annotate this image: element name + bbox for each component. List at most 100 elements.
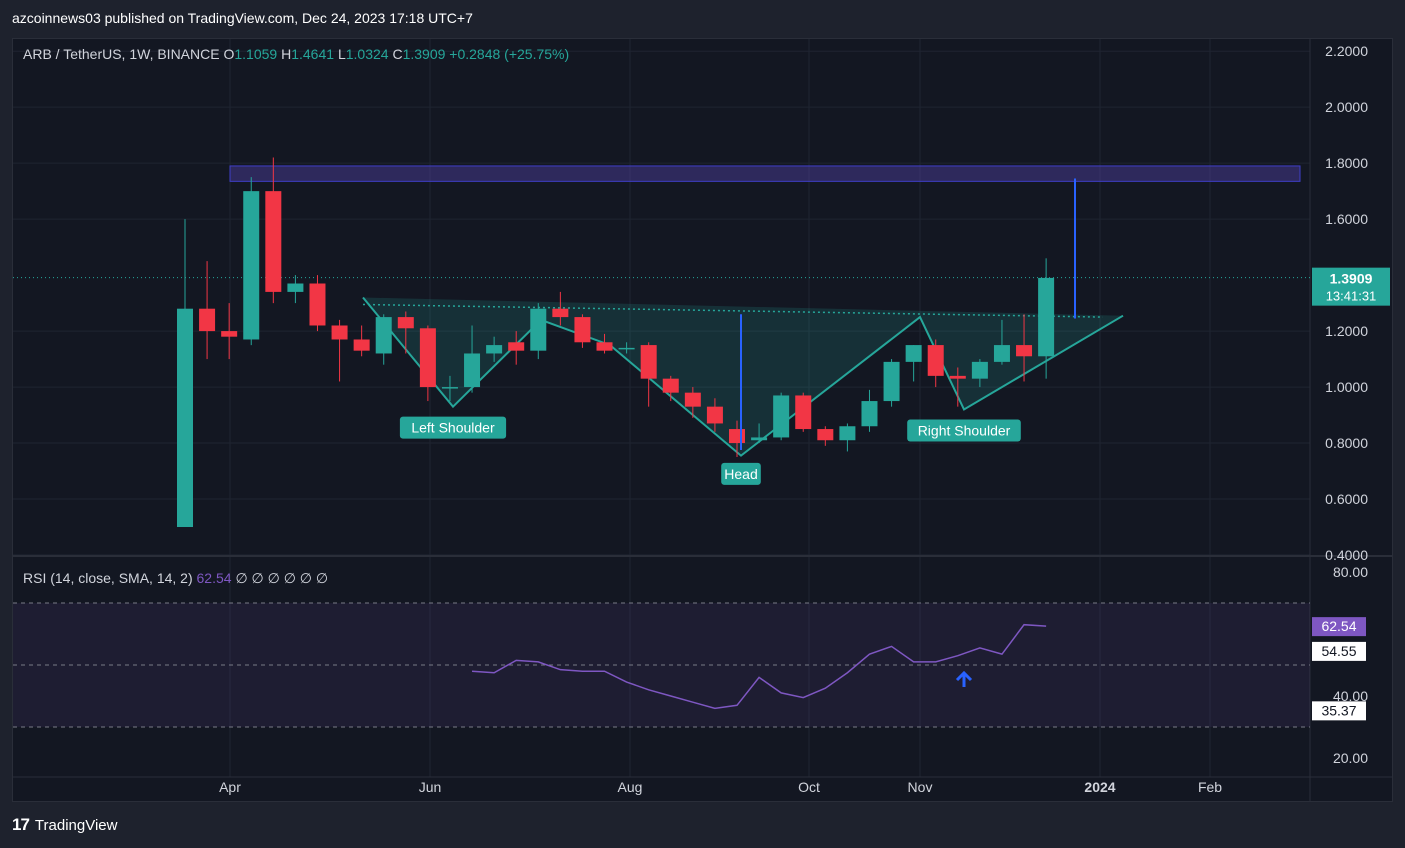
candle-body[interactable] — [287, 283, 304, 292]
rsi-title-part: 62.54 — [197, 570, 236, 586]
candle-body[interactable] — [353, 339, 370, 351]
candle-body[interactable] — [684, 392, 701, 407]
candle-body[interactable] — [927, 345, 944, 376]
price-badge-countdown: 13:41:31 — [1326, 289, 1377, 304]
candle-body[interactable] — [441, 387, 458, 389]
rsi-title-part: RSI (14, close, SMA, 14, 2) — [23, 570, 197, 586]
rsi-badge — [1312, 641, 1366, 661]
time-axis-tick: Jun — [419, 779, 442, 795]
candle-body[interactable] — [795, 395, 812, 430]
rsi-title-part: ∅ ∅ ∅ ∅ ∅ ∅ — [235, 570, 328, 586]
time-axis-tick: Aug — [618, 779, 643, 795]
candle-body[interactable] — [662, 378, 679, 393]
price-axis-tick: 0.4000 — [1325, 547, 1368, 563]
head-shoulders-line[interactable] — [362, 296, 1124, 457]
price-axis-tick: 2.0000 — [1325, 99, 1368, 115]
candle-body[interactable] — [618, 347, 635, 350]
publish-line: azcoinnews03 published on TradingView.co… — [12, 10, 473, 26]
pattern-label-box — [399, 416, 507, 439]
candle-body[interactable] — [375, 317, 392, 354]
candle-body[interactable] — [949, 375, 966, 379]
symbol-line-part: 1.4641 — [291, 46, 338, 62]
time-axis-tick: Apr — [219, 779, 241, 795]
candle-body[interactable] — [817, 429, 834, 441]
rsi-badge-value: 62.54 — [1321, 618, 1356, 634]
candle-body[interactable] — [464, 353, 481, 388]
candle-body[interactable] — [861, 401, 878, 427]
candle-body[interactable] — [883, 361, 900, 402]
candle-body[interactable] — [1038, 277, 1055, 357]
candle-body[interactable] — [905, 345, 922, 362]
rsi-axis-tick: 40.00 — [1333, 688, 1368, 704]
pattern-fill — [363, 297, 1123, 456]
tradingview-logo-icon[interactable]: ⁠17 — [12, 815, 30, 834]
price-axis-tick: 2.2000 — [1325, 43, 1368, 59]
price-axis-tick: 0.6000 — [1325, 491, 1368, 507]
candle-body[interactable] — [552, 308, 569, 318]
rsi-badge — [1312, 617, 1366, 637]
resistance-zone[interactable] — [229, 165, 1301, 182]
candle-body[interactable] — [397, 317, 414, 329]
symbol-line-part: L — [338, 46, 346, 62]
rsi-badge-value: 54.55 — [1321, 643, 1356, 659]
candle-body[interactable] — [751, 437, 768, 441]
rsi-badge-value: 35.37 — [1321, 702, 1356, 718]
symbol-line: ARB / TetherUS, 1W, BINANCE O1.1059 H1.4… — [23, 46, 569, 62]
candle-body[interactable] — [221, 331, 238, 337]
price-badge — [1312, 267, 1390, 306]
candle-body[interactable] — [971, 361, 988, 379]
rsi-badge — [1312, 701, 1366, 721]
time-axis-tick: Nov — [908, 779, 933, 795]
candle-body[interactable] — [177, 308, 193, 528]
chart-frame: Left Shoulder Head Right Shoulder 2.2000 2.0… — [12, 38, 1393, 802]
rsi-title: RSI (14, close, SMA, 14, 2) 62.54 ∅ ∅ ∅ … — [23, 570, 328, 586]
symbol-line-part: O — [223, 46, 234, 62]
symbol-line-part: 1.0324 — [346, 46, 393, 62]
pattern-label: Right Shoulder — [918, 422, 1011, 438]
candle-body[interactable] — [1016, 345, 1033, 357]
symbol-line-part: H — [281, 46, 291, 62]
candle-body[interactable] — [530, 308, 547, 351]
candle-body[interactable] — [243, 191, 260, 340]
price-axis-tick: 1.0000 — [1325, 379, 1368, 395]
candle-body[interactable] — [508, 342, 525, 351]
candle-body[interactable] — [199, 308, 216, 332]
symbol-line-part: 1.1059 — [234, 46, 281, 62]
symbol-line-part: +0.2848 (+25.75%) — [449, 46, 569, 62]
candle-body[interactable] — [993, 345, 1010, 362]
candle-body[interactable] — [640, 345, 657, 379]
candle-body[interactable] — [729, 429, 745, 444]
rsi-line[interactable] — [471, 623, 1047, 710]
pattern-label-box — [907, 419, 1021, 442]
time-axis-tick: Feb — [1198, 779, 1222, 795]
candle-body[interactable] — [596, 342, 613, 351]
rsi-axis-tick: 80.00 — [1333, 564, 1368, 580]
up-arrow-icon — [955, 670, 973, 687]
price-axis-tick: 1.6000 — [1325, 211, 1368, 227]
price-axis-tick: 1.2000 — [1325, 323, 1368, 339]
chart-canvas: Left Shoulder Head Right Shoulder 2.2000 2.0… — [13, 39, 1392, 801]
pattern-label-box — [721, 462, 761, 485]
candle-body[interactable] — [486, 345, 503, 354]
neckline[interactable] — [362, 303, 1104, 318]
rsi-axis-tick: 20.00 — [1333, 750, 1368, 766]
candle-body[interactable] — [839, 426, 856, 441]
candle-body[interactable] — [706, 406, 723, 424]
brand-label[interactable]: TradingView — [34, 816, 118, 834]
candle-body[interactable] — [419, 328, 436, 388]
candle-body[interactable] — [331, 325, 348, 340]
symbol-line-part: ARB / TetherUS, 1W, BINANCE — [23, 46, 223, 62]
pattern-label: Head — [724, 466, 757, 482]
price-axis-tick: 0.8000 — [1325, 435, 1368, 451]
candle-body[interactable] — [309, 283, 326, 326]
time-axis-tick: 2024 — [1084, 779, 1115, 795]
candle-body[interactable] — [265, 191, 282, 292]
candle-body[interactable] — [773, 395, 790, 438]
symbol-line-part: C — [392, 46, 402, 62]
price-badge-value: 1.3909 — [1330, 271, 1373, 287]
price-axis-tick: 1.8000 — [1325, 155, 1368, 171]
pattern-label: Left Shoulder — [411, 420, 495, 436]
symbol-line-part: 1.3909 — [403, 46, 450, 62]
candle-body[interactable] — [574, 317, 591, 343]
footer: ⁠17 TradingView — [12, 815, 117, 835]
